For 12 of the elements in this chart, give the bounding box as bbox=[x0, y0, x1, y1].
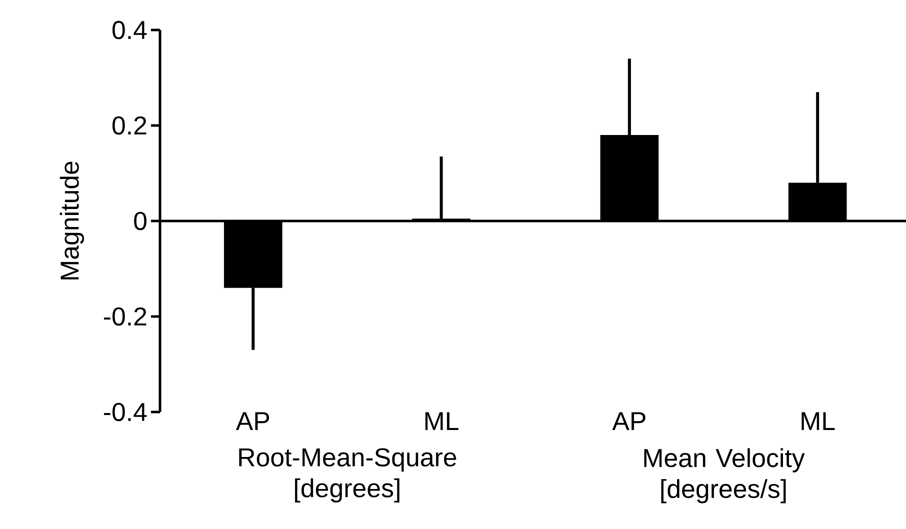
y-tick-label: 0 bbox=[134, 212, 146, 230]
text: Mean Velocity [degrees/s] bbox=[644, 448, 805, 504]
y-tick-label: -0.4 bbox=[104, 402, 147, 422]
x-tick-label: ML bbox=[425, 412, 458, 430]
x-tick-label: AP bbox=[612, 412, 646, 430]
x-tick-label: ML bbox=[802, 412, 835, 430]
y-tick-label: -0.2 bbox=[104, 307, 146, 326]
y-axis-title: Magnitude bbox=[60, 162, 84, 280]
x-tick-label: AP bbox=[236, 412, 270, 430]
text: Root-Mean-Square [degrees] bbox=[239, 448, 456, 503]
y-tick-label: 0.4 bbox=[112, 20, 147, 40]
y-tick-label: 0.2 bbox=[112, 116, 146, 135]
